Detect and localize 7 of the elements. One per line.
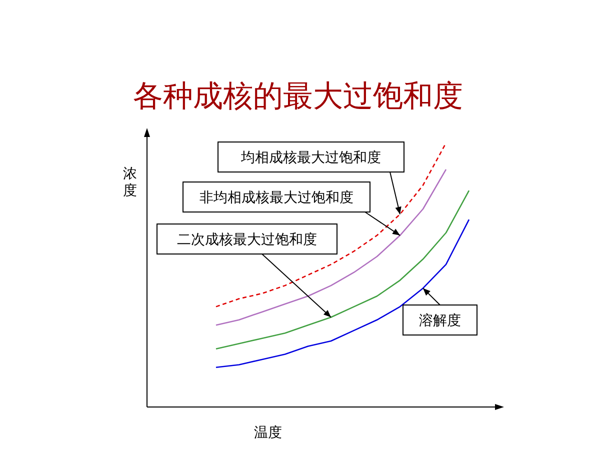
annotation: 溶解度: [419, 313, 461, 329]
y-axis-title: 浓度: [123, 166, 137, 199]
annotation: 二次成核最大过饱和度: [177, 232, 317, 248]
x-axis-title: 温度: [254, 425, 282, 441]
chart-title: 各种成核的最大过饱和度: [133, 79, 463, 114]
annotation: 非均相成核最大过饱和度: [200, 190, 354, 206]
annotation: 均相成核最大过饱和度: [240, 150, 381, 166]
